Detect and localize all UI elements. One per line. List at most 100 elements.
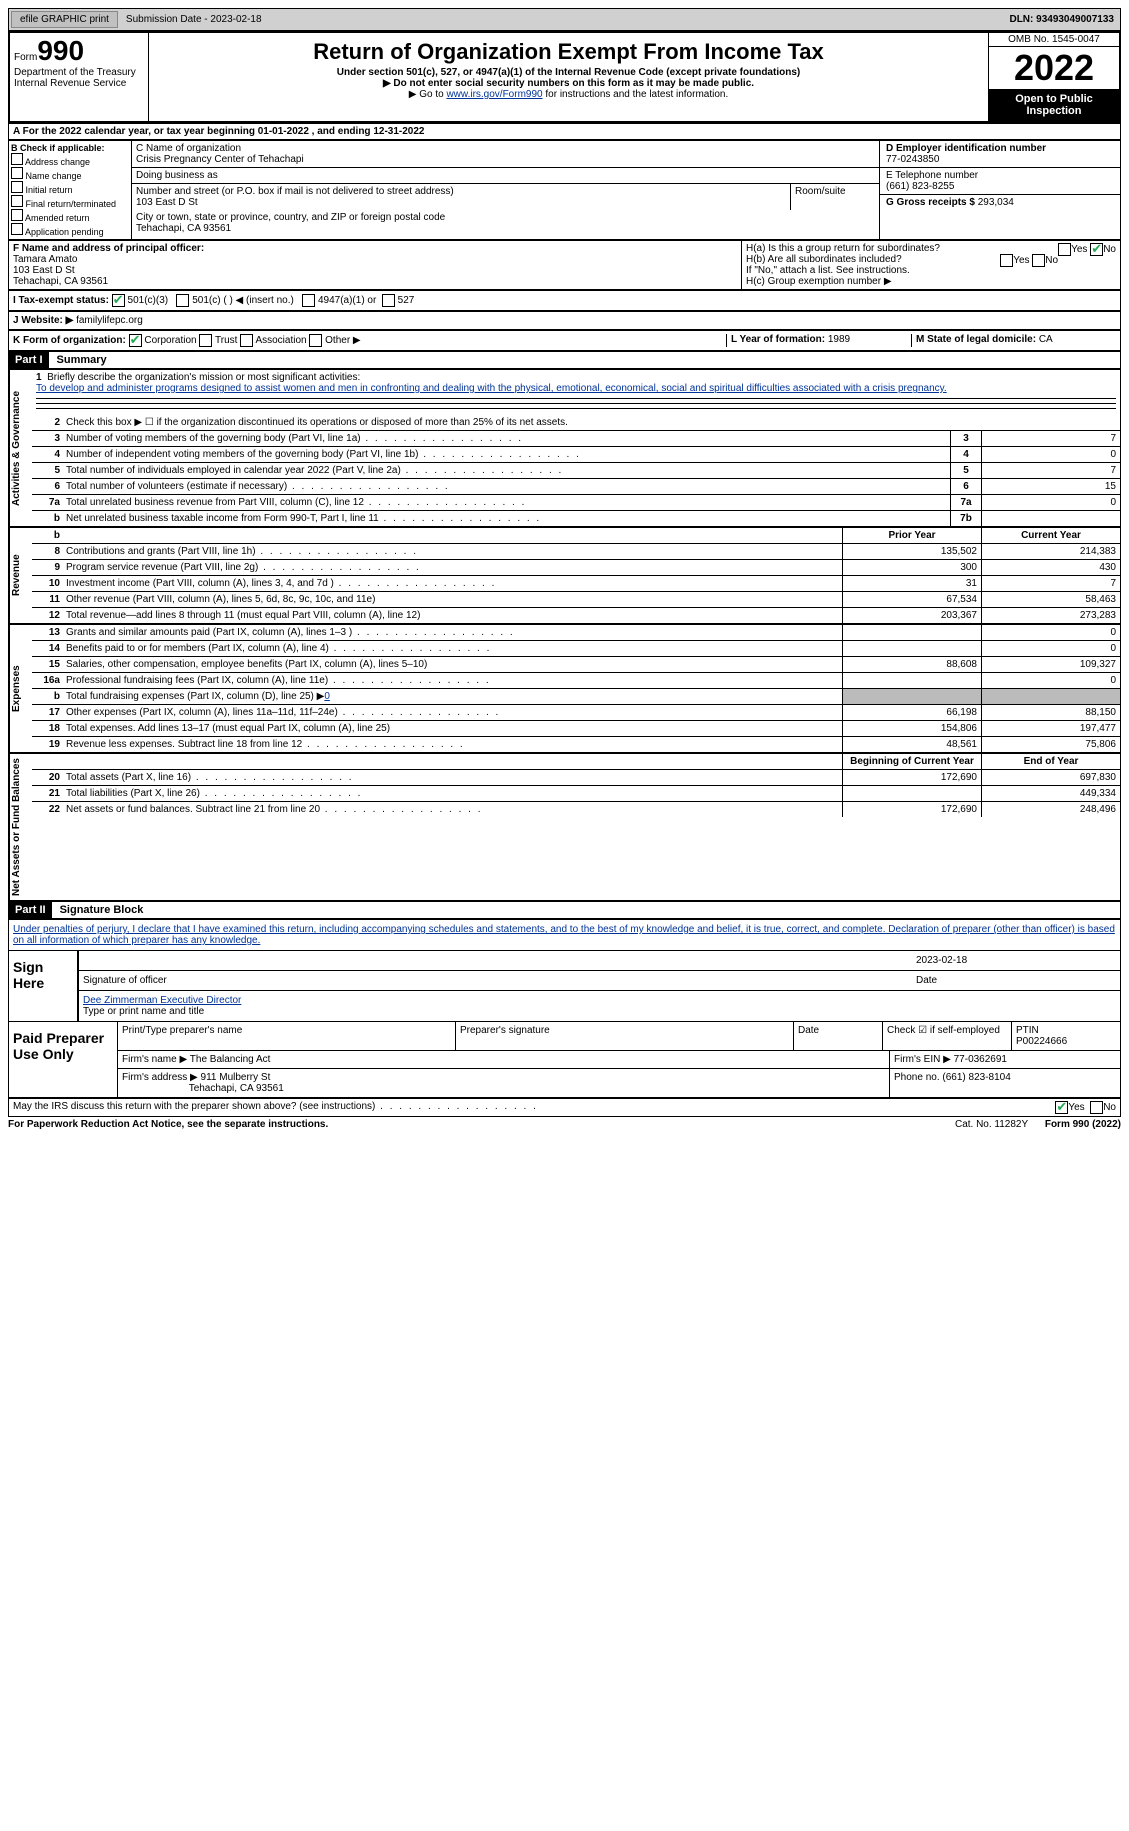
addr-label: Number and street (or P.O. box if mail i… xyxy=(136,186,786,197)
irs-form990-link[interactable]: www.irs.gov/Form990 xyxy=(446,89,542,100)
v4: 0 xyxy=(981,447,1120,462)
l6: Total number of volunteers (estimate if … xyxy=(64,479,950,494)
officer-addr2: Tehachapi, CA 93561 xyxy=(13,276,108,287)
phone-value: (661) 823-8255 xyxy=(886,181,954,192)
l7a: Total unrelated business revenue from Pa… xyxy=(64,495,950,510)
ein-value: 77-0243850 xyxy=(886,154,939,165)
type-name-label: Type or print name and title xyxy=(83,1006,204,1017)
paid-preparer-label: Paid Preparer Use Only xyxy=(9,1022,118,1097)
l4: Number of independent voting members of … xyxy=(64,447,950,462)
topbar: efile GRAPHIC print Submission Date - 20… xyxy=(8,8,1121,31)
prep-date-label: Date xyxy=(794,1022,883,1050)
firm-addr1: 911 Mulberry St xyxy=(201,1072,271,1083)
tab-expenses: Expenses xyxy=(9,625,32,752)
line-a: A For the 2022 calendar year, or tax yea… xyxy=(8,123,1121,140)
ptin-label: PTIN xyxy=(1016,1025,1039,1036)
cat-no: Cat. No. 11282Y xyxy=(955,1119,1028,1130)
omb-number: OMB No. 1545-0047 xyxy=(989,33,1119,47)
internal-revenue: Internal Revenue Service xyxy=(14,78,144,89)
eoy-hdr: End of Year xyxy=(981,754,1120,769)
form-footer: Form 990 (2022) xyxy=(1028,1119,1121,1130)
v7a: 0 xyxy=(981,495,1120,510)
d-ein-label: D Employer identification number xyxy=(886,143,1046,154)
tab-revenue: Revenue xyxy=(9,528,32,623)
officer-name: Tamara Amato xyxy=(13,254,77,265)
year-formation: 1989 xyxy=(828,334,850,345)
website-value: familylifepc.org xyxy=(76,315,143,326)
gross-value: 293,034 xyxy=(978,197,1014,208)
form-goto: ▶ Go to www.irs.gov/Form990 for instruct… xyxy=(153,89,984,100)
fundraising-link[interactable]: 0 xyxy=(324,691,330,702)
submission-date: Submission Date - 2023-02-18 xyxy=(120,12,268,27)
penalty-text: Under penalties of perjury, I declare th… xyxy=(13,924,1115,946)
paperwork-notice: For Paperwork Reduction Act Notice, see … xyxy=(8,1119,955,1130)
current-year-hdr: Current Year xyxy=(981,528,1120,543)
form-word: Form xyxy=(14,52,37,63)
part2-header: Part II Signature Block xyxy=(8,901,1121,919)
form-number: 990 xyxy=(37,35,84,66)
officer-printed-name: Dee Zimmerman Executive Director xyxy=(83,995,241,1006)
firm-name: The Balancing Act xyxy=(190,1054,271,1065)
dba-label: Doing business as xyxy=(132,168,879,184)
g-gross-label: G Gross receipts $ xyxy=(886,197,975,208)
v5: 7 xyxy=(981,463,1120,478)
c-label: C Name of organization xyxy=(136,143,875,154)
sig-officer-label: Signature of officer xyxy=(83,975,916,986)
dept-treasury: Department of the Treasury xyxy=(14,67,144,78)
l7b: Net unrelated business taxable income fr… xyxy=(64,511,950,526)
sign-here-label: Sign Here xyxy=(9,951,79,1021)
ptin-value: P00224666 xyxy=(1016,1036,1067,1047)
tax-year: 2022 xyxy=(989,47,1119,89)
preparer-sig-label: Preparer's signature xyxy=(456,1022,794,1050)
dln: DLN: 93493049007133 xyxy=(1003,12,1120,27)
footer: For Paperwork Reduction Act Notice, see … xyxy=(8,1117,1121,1132)
line-j: J Website: ▶ familylifepc.org xyxy=(8,311,1121,330)
v6: 15 xyxy=(981,479,1120,494)
signature-block: Under penalties of perjury, I declare th… xyxy=(8,919,1121,1098)
l1-label: Briefly describe the organization's miss… xyxy=(47,372,360,383)
check-self-employed: Check ☑ if self-employed xyxy=(883,1022,1012,1050)
preparer-phone: (661) 823-8104 xyxy=(942,1072,1010,1083)
prior-year-hdr: Prior Year xyxy=(842,528,981,543)
l3: Number of voting members of the governin… xyxy=(64,431,950,446)
section-fh: F Name and address of principal officer:… xyxy=(8,240,1121,290)
firm-addr2: Tehachapi, CA 93561 xyxy=(189,1083,284,1094)
sig-date-value: 2023-02-18 xyxy=(916,955,1116,966)
v7b xyxy=(981,511,1120,526)
line-i: I Tax-exempt status: 501(c)(3) 501(c) ( … xyxy=(8,290,1121,311)
line-k: K Form of organization: Corporation Trus… xyxy=(8,330,1121,351)
e-phone-label: E Telephone number xyxy=(886,170,978,181)
v3: 7 xyxy=(981,431,1120,446)
b-label: B Check if applicable: xyxy=(11,143,105,153)
city-label: City or town, state or province, country… xyxy=(136,212,875,223)
section-b: B Check if applicable: Address change Na… xyxy=(8,140,1121,240)
form-subtitle-1: Under section 501(c), 527, or 4947(a)(1)… xyxy=(153,67,984,78)
date-label: Date xyxy=(916,975,1116,986)
form-title: Return of Organization Exempt From Incom… xyxy=(153,39,984,65)
print-preparer-label: Print/Type preparer's name xyxy=(118,1022,456,1050)
addr-value: 103 East D St xyxy=(136,197,786,208)
ha-label: H(a) Is this a group return for subordin… xyxy=(746,243,940,254)
l5: Total number of individuals employed in … xyxy=(64,463,950,478)
part1-header: Part I Summary xyxy=(8,351,1121,369)
city-value: Tehachapi, CA 93561 xyxy=(136,223,875,234)
mission-description: To develop and administer programs desig… xyxy=(36,383,947,394)
tab-activities: Activities & Governance xyxy=(9,370,32,526)
l2: Check this box ▶ ☐ if the organization d… xyxy=(64,415,1120,430)
hb-note: If "No," attach a list. See instructions… xyxy=(746,265,1116,276)
form-subtitle-2: ▶ Do not enter social security numbers o… xyxy=(153,78,984,89)
boy-hdr: Beginning of Current Year xyxy=(842,754,981,769)
state-domicile: CA xyxy=(1039,334,1053,345)
officer-addr1: 103 East D St xyxy=(13,265,75,276)
tab-net-assets: Net Assets or Fund Balances xyxy=(9,754,32,900)
f-label: F Name and address of principal officer: xyxy=(13,243,204,254)
hb-label: H(b) Are all subordinates included? xyxy=(746,254,902,265)
room-suite-label: Room/suite xyxy=(791,184,879,210)
may-irs-row: May the IRS discuss this return with the… xyxy=(8,1098,1121,1117)
efile-print-button[interactable]: efile GRAPHIC print xyxy=(11,11,118,28)
org-name: Crisis Pregnancy Center of Tehachapi xyxy=(136,154,875,165)
form-header: Form990 Department of the Treasury Inter… xyxy=(8,31,1121,123)
hc-label: H(c) Group exemption number ▶ xyxy=(746,276,1116,287)
firm-ein: 77-0362691 xyxy=(954,1054,1007,1065)
public-inspection: Open to Public Inspection xyxy=(989,89,1119,121)
